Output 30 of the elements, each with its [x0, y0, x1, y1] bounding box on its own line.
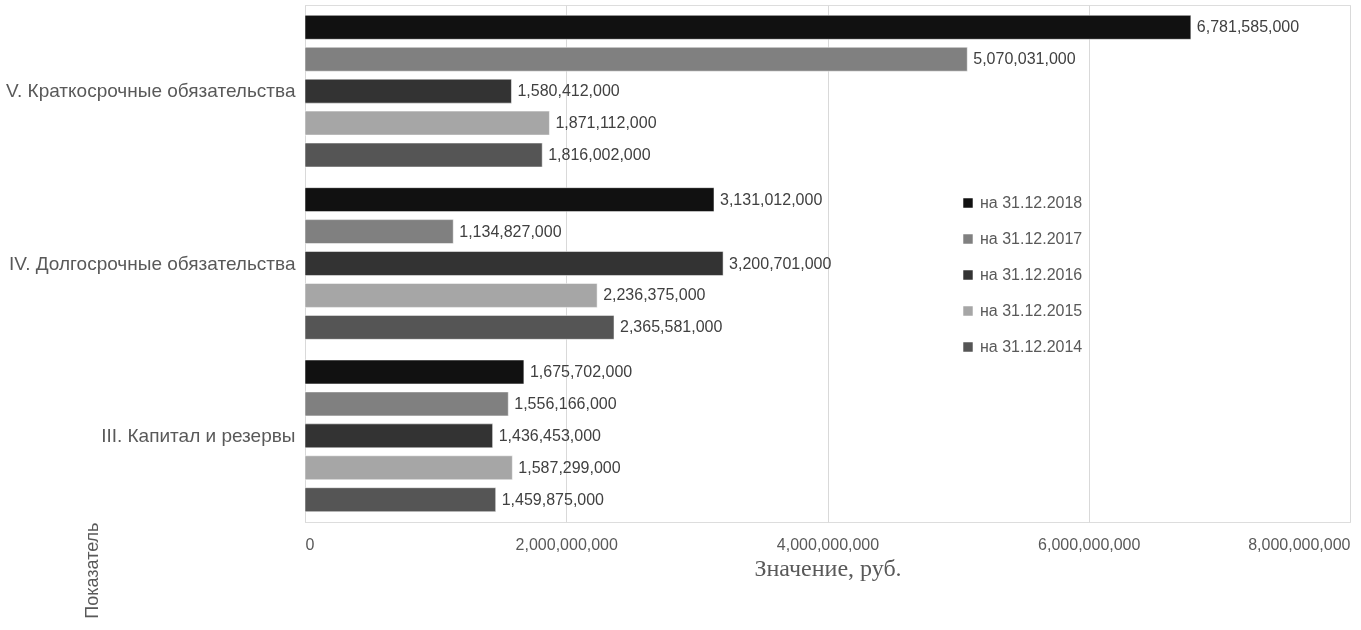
data-label: 1,816,002,000 — [548, 146, 651, 164]
y-tick-label: V. Краткосрочные обязательства — [6, 80, 296, 102]
data-label: 6,781,585,000 — [1196, 18, 1300, 36]
data-label: 3,200,701,000 — [729, 254, 832, 272]
y-tick-label: III. Капитал и резервы — [101, 424, 296, 446]
x-tick-label: 6,000,000,000 — [1038, 535, 1141, 553]
data-label: 1,580,412,000 — [517, 82, 620, 100]
data-label: 3,131,012,000 — [719, 190, 823, 208]
data-label: 5,070,031,000 — [973, 50, 1076, 68]
data-label: 2,236,375,000 — [603, 286, 706, 304]
data-label: 1,587,299,000 — [518, 458, 621, 476]
data-label: 1,134,827,000 — [459, 222, 562, 240]
data-label: 1,459,875,000 — [501, 490, 605, 508]
data-label: 1,436,453,000 — [498, 426, 602, 444]
x-tick-label: 8,000,000,000 — [1248, 535, 1351, 553]
data-label: 1,871,112,000 — [555, 114, 657, 132]
x-tick-label: 2,000,000,000 — [515, 535, 619, 553]
y-axis-title: Показатель — [81, 522, 102, 619]
legend-label: на 31.12.2018 — [980, 194, 1083, 211]
x-axis-title: Значение, руб. — [754, 554, 902, 581]
data-label: 1,556,166,000 — [514, 394, 617, 412]
data-label: 1,675,702,000 — [529, 362, 633, 380]
data-label: 2,365,581,000 — [620, 318, 723, 336]
legend-label: на 31.12.2015 — [980, 302, 1083, 319]
legend-label: на 31.12.2014 — [980, 338, 1083, 355]
legend-label: на 31.12.2017 — [980, 230, 1083, 247]
x-tick-label: 4,000,000,000 — [776, 535, 880, 553]
legend-label: на 31.12.2016 — [980, 266, 1083, 283]
y-tick-label: IV. Долгосрочные обязательства — [8, 252, 296, 274]
x-tick-label: 0 — [305, 535, 315, 553]
